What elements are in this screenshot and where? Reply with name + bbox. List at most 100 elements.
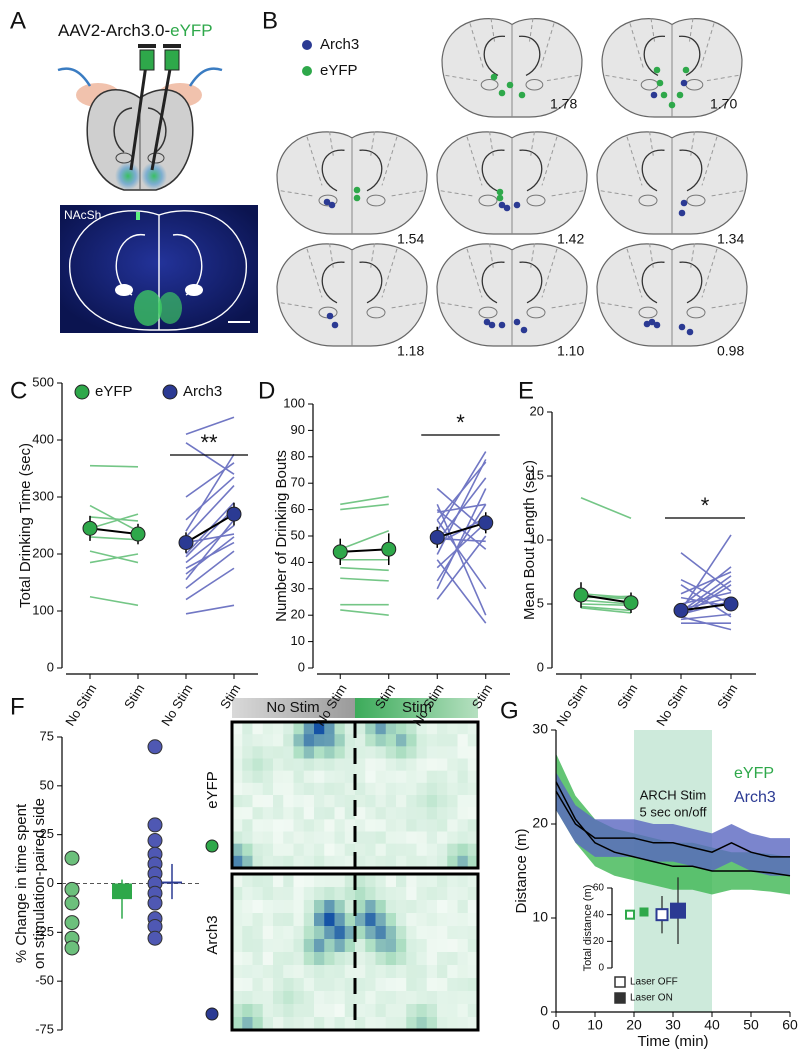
subject-line (339, 529, 390, 550)
heatmap-cell (303, 758, 315, 772)
heatmap-cell (303, 965, 315, 979)
subject-line (680, 616, 732, 631)
heatmap-cell (457, 952, 469, 966)
heatmap-cell (437, 965, 448, 979)
heatmap-cell (344, 952, 356, 966)
heatmap-cell (334, 1004, 346, 1018)
y-tick-label: -25 (35, 924, 54, 939)
panel-letter: C (10, 377, 27, 404)
heatmap-cell (344, 855, 356, 869)
heatmap-cell (457, 900, 469, 914)
point (64, 895, 80, 911)
heatmap-cell (416, 900, 428, 914)
y-tick-label: 0 (298, 659, 305, 674)
heatmap-cell (437, 913, 448, 927)
heatmap-cell (252, 978, 264, 992)
heatmap-column-label: No Stim (266, 699, 319, 716)
subject-line (185, 536, 235, 575)
heatmap-cell (385, 900, 397, 914)
section-coordinate: 0.98 (717, 343, 744, 359)
subject-line (680, 575, 732, 613)
heatmap-cell (273, 819, 284, 832)
heatmap-cell (375, 758, 387, 772)
heatmap-cell (252, 1004, 264, 1018)
y-tick-label: 40 (593, 909, 605, 920)
fiber-track (136, 212, 140, 220)
heatmap-cell (365, 795, 376, 808)
heatmap-cell (232, 926, 243, 940)
heatmap-cell (283, 874, 294, 888)
heatmap-cell (426, 843, 438, 857)
heatmap-cell (416, 831, 428, 845)
heatmap-cell (406, 843, 417, 857)
heatmap-cell (437, 1004, 448, 1018)
heatmap-cell (314, 722, 325, 735)
heatmap-cell (457, 855, 469, 869)
placement-dot (678, 209, 686, 217)
heatmap-cell (273, 734, 284, 747)
heatmap-cell (406, 734, 417, 747)
syringe-top (163, 44, 181, 48)
heatmap-cell (344, 843, 356, 857)
heatmap-column-label: Stim (402, 699, 432, 716)
heatmap-cell (242, 874, 253, 888)
heatmap-cell (324, 1004, 335, 1018)
heatmap-cell (355, 831, 366, 845)
heatmap-cell (242, 819, 253, 832)
subject-line (436, 503, 487, 616)
heatmap-cell (303, 734, 315, 747)
heatmap-cell (303, 795, 315, 808)
heatmap-cell (252, 952, 264, 966)
section-boundary (690, 131, 744, 197)
heatmap-cell (283, 843, 294, 857)
heatmap-cell (324, 758, 335, 772)
point (64, 881, 80, 897)
y-tick-label: 10 (530, 531, 544, 546)
section-ventricle (679, 261, 703, 304)
placement-dot (496, 194, 504, 202)
placement-dot (483, 318, 491, 326)
subject-line (185, 416, 235, 436)
heatmap-cell (303, 939, 315, 953)
heatmap-cell (273, 1017, 284, 1031)
heatmap-cell (252, 887, 264, 901)
section-ventricle (519, 149, 543, 192)
heatmap-cell (406, 1017, 417, 1031)
heatmap-cell (355, 926, 366, 940)
heatmap-cell (252, 795, 264, 808)
heatmap-cell (283, 887, 294, 901)
heatmap-cell (457, 722, 469, 735)
heatmap-cell (447, 1004, 458, 1018)
legend-label: Arch3 (734, 789, 776, 806)
mean-line (340, 548, 389, 553)
construct-label: AAV2-Arch3.0-eYFP (58, 21, 213, 40)
heatmap-cell (467, 991, 479, 1005)
heatmap-row-label: eYFP (204, 771, 221, 809)
syringe (164, 49, 180, 71)
placement-dot (496, 188, 504, 196)
section-ventricle (359, 149, 383, 192)
heatmap-cell (406, 855, 417, 869)
heatmap-cell (355, 734, 366, 747)
heatmap-cell (416, 887, 428, 901)
placement-dot (660, 91, 668, 99)
heatmap-cell (324, 807, 335, 820)
heatmap-cell (437, 782, 448, 796)
heatmap-cell (242, 746, 253, 759)
heatmap-cell (416, 1017, 428, 1031)
heatmap-cell (232, 900, 243, 914)
heatmap-cell (293, 722, 305, 735)
heatmap-cell (334, 722, 346, 735)
heatmap-cell (447, 831, 458, 845)
heatmap-cell (365, 952, 376, 966)
heatmap-cell (365, 1017, 376, 1031)
heatmap-cell (334, 965, 346, 979)
subject-line (680, 566, 732, 608)
heatmap-cell (232, 1004, 243, 1018)
heatmap-cell (232, 746, 243, 759)
point (64, 940, 80, 956)
heatmap-cell (416, 758, 428, 772)
heatmap-cell (416, 1004, 428, 1018)
heatmap-cell (375, 978, 387, 992)
heatmap-cell (385, 926, 397, 940)
